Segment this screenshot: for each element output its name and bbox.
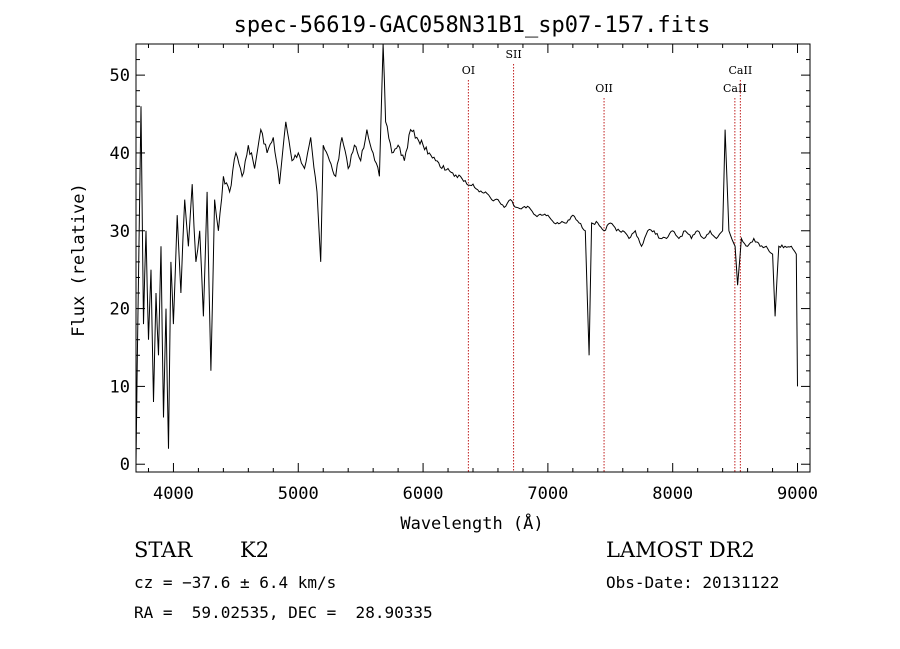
- redshift-value: cz = −37.6 ± 6.4 km/s: [134, 573, 337, 592]
- x-tick-label: 9000: [777, 484, 818, 504]
- x-tick-label: 4000: [153, 484, 194, 504]
- spectral-line-label: OII: [595, 82, 613, 95]
- object-subclass: K2: [240, 538, 270, 562]
- spectrum-line: [135, 43, 798, 465]
- plot-frame: [135, 43, 811, 473]
- x-tick-label: 5000: [278, 484, 319, 504]
- spectral-line-label: CaII: [729, 64, 753, 77]
- coordinates: RA = 59.02535, DEC = 28.90335: [134, 603, 433, 622]
- spectral-line-label: CaII: [723, 82, 747, 95]
- y-tick-label: 20: [110, 300, 130, 320]
- obs-date: Obs-Date: 20131122: [606, 573, 780, 592]
- x-tick-label: 6000: [403, 484, 444, 504]
- x-tick-label: 8000: [652, 484, 693, 504]
- survey-name: LAMOST DR2: [606, 538, 755, 562]
- x-axis-label: Wavelength (Å): [400, 512, 543, 534]
- y-tick-label: 0: [120, 455, 130, 475]
- spectral-line-label: OI: [462, 64, 475, 77]
- spectral-line-markers: OI SII OII CaII CaII: [462, 48, 752, 472]
- y-tick-label: 40: [110, 144, 130, 164]
- chart-title: spec-56619-GAC058N31B1_sp07-157.fits: [234, 13, 711, 38]
- y-axis-label: Flux (relative): [69, 183, 89, 337]
- spectral-line-label: SII: [505, 48, 521, 61]
- axis-ticks: 4000 5000 6000 7000 8000 9000 0 10 20 30 40 50: [110, 44, 818, 504]
- x-tick-label: 7000: [527, 484, 568, 504]
- y-tick-label: 10: [110, 377, 130, 397]
- y-tick-label: 30: [110, 222, 130, 242]
- object-type: STAR: [134, 538, 193, 562]
- y-tick-label: 50: [110, 66, 130, 86]
